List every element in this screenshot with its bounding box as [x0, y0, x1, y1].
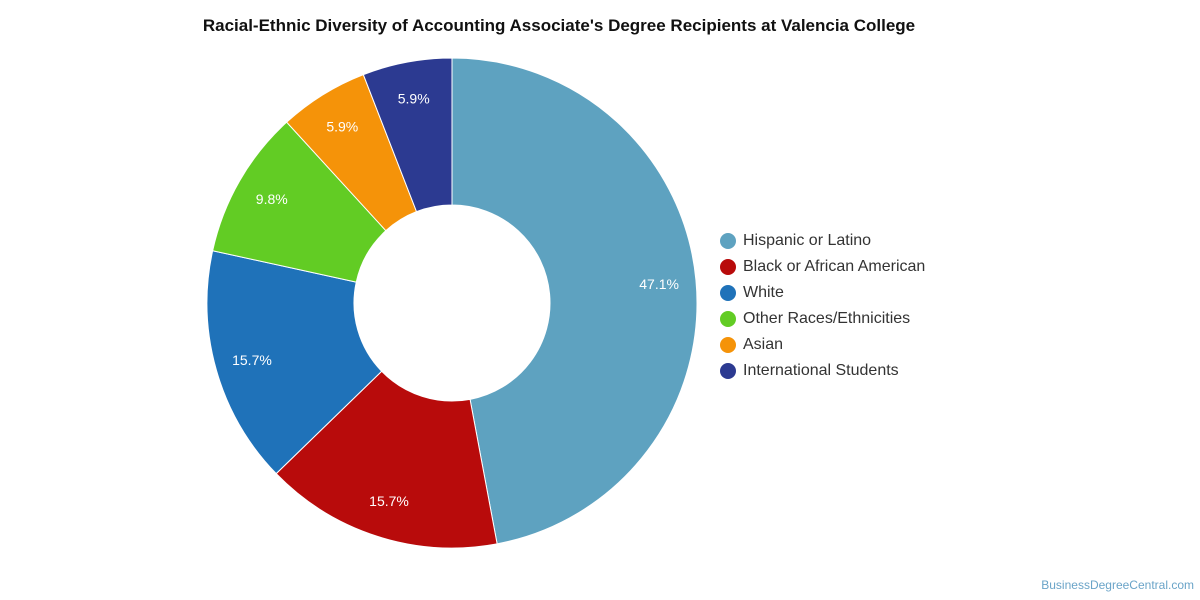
legend-item-white[interactable]: White [720, 280, 925, 306]
legend-swatch [720, 337, 736, 353]
legend-item-international-students[interactable]: International Students [720, 358, 925, 384]
slice-hispanic-or-latino[interactable] [451, 57, 698, 545]
data-label-other-races-ethnicities: 9.8% [256, 191, 288, 207]
chart-title: Racial-Ethnic Diversity of Accounting As… [202, 16, 916, 35]
legend-label: Hispanic or Latino [743, 232, 872, 249]
data-label-hispanic-or-latino: 47.1% [639, 276, 679, 292]
legend-swatch [720, 259, 736, 275]
legend-item-hispanic-or-latino[interactable]: Hispanic or Latino [720, 228, 925, 254]
legend-label: White [743, 284, 784, 301]
legend-label: Black or African American [743, 258, 926, 275]
slice-international-students[interactable] [362, 57, 453, 213]
labels-group: 47.1% 15.7% 15.7% 9.8% 5.9% 5.9% [232, 91, 679, 510]
legend-label: Other Races/Ethnicities [743, 310, 911, 327]
data-label-black-or-african-american: 15.7% [369, 493, 409, 509]
legend-swatch [720, 363, 736, 379]
legend-label: International Students [743, 362, 899, 379]
legend-swatch [720, 311, 736, 327]
legend-item-other-races-ethnicities[interactable]: Other Races/Ethnicities [720, 306, 925, 332]
slice-black-or-african-american[interactable] [275, 370, 498, 549]
legend: Hispanic or Latino Black or African Amer… [720, 228, 925, 384]
source-credit[interactable]: BusinessDegreeCentral.com [1041, 578, 1194, 592]
slices-group [206, 57, 698, 549]
data-label-international-students: 5.9% [398, 91, 430, 107]
legend-swatch [720, 285, 736, 301]
slice-white[interactable] [206, 250, 383, 475]
legend-item-black-or-african-american[interactable]: Black or African American [720, 254, 925, 280]
legend-swatch [720, 233, 736, 249]
data-label-asian: 5.9% [326, 118, 358, 134]
legend-item-asian[interactable]: Asian [720, 332, 925, 358]
data-label-white: 15.7% [232, 352, 272, 368]
legend-label: Asian [743, 336, 784, 353]
